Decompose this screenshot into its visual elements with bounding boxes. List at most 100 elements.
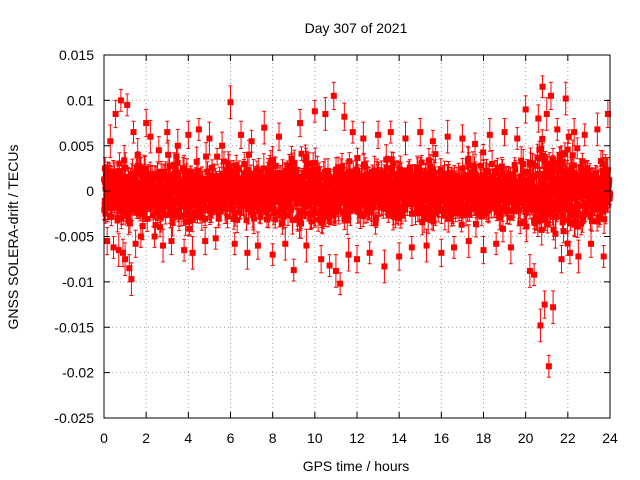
y-tick-label: 0.015 <box>59 47 94 63</box>
data-point <box>189 236 196 270</box>
data-point <box>282 226 289 261</box>
data-point <box>155 136 162 165</box>
data-point <box>160 228 167 263</box>
data-point <box>345 237 352 272</box>
data-point <box>168 226 175 256</box>
x-tick-label: 6 <box>227 430 235 446</box>
x-tick-label: 2 <box>142 430 150 446</box>
data-point <box>459 124 466 153</box>
data-point <box>185 120 192 149</box>
data-point <box>164 120 171 144</box>
data-point <box>600 245 607 268</box>
data-point <box>480 236 487 265</box>
data-point <box>341 102 348 131</box>
x-tick-label: 8 <box>269 430 277 446</box>
data-point <box>594 112 601 147</box>
data-point <box>550 290 557 325</box>
data-point <box>124 93 131 117</box>
y-tick-label: 0.005 <box>59 138 94 154</box>
x-tick-label: 18 <box>476 430 492 446</box>
data-point <box>537 308 544 343</box>
data-point <box>543 97 550 131</box>
data-point <box>349 120 356 144</box>
data-point <box>444 119 451 154</box>
data-point <box>202 226 209 256</box>
data-point <box>450 236 457 259</box>
data-point <box>554 118 561 141</box>
data-point <box>354 245 360 274</box>
data-point <box>539 75 546 99</box>
data-point <box>132 229 139 258</box>
grid-lines <box>104 55 610 418</box>
data-point <box>322 97 329 131</box>
data-point <box>381 249 388 284</box>
data-point <box>522 95 529 124</box>
data-point <box>151 225 158 248</box>
data-point <box>227 85 234 120</box>
data-point <box>565 129 572 144</box>
data-point <box>588 229 595 258</box>
data-point <box>104 226 111 256</box>
data-point <box>535 104 542 133</box>
data-point <box>337 272 344 296</box>
data-point <box>261 110 268 145</box>
data-point <box>303 228 310 263</box>
data-point <box>143 108 150 138</box>
x-tick-label: 20 <box>518 430 534 446</box>
data-point <box>202 211 209 227</box>
data-point <box>575 239 582 274</box>
y-tick-label: 0 <box>86 183 94 199</box>
data-point <box>244 236 251 270</box>
data-point <box>438 238 445 267</box>
x-tick-label: 12 <box>349 430 365 446</box>
data-point <box>558 245 565 274</box>
data-point <box>507 230 514 265</box>
data-point <box>541 290 548 319</box>
x-tick-label: 0 <box>100 430 108 446</box>
y-tick-label: -0.005 <box>54 229 94 245</box>
x-tick-label: 16 <box>434 430 450 446</box>
data-point <box>212 226 219 250</box>
data-point <box>318 245 325 274</box>
data-point <box>269 243 276 267</box>
data-point <box>360 121 367 156</box>
data-point <box>117 88 124 112</box>
x-axis-label: GPS time / hours <box>303 458 410 474</box>
data-point <box>501 118 508 147</box>
data-point <box>297 108 304 138</box>
data-point <box>206 121 213 156</box>
x-tick-label: 4 <box>184 430 192 446</box>
data-point <box>408 236 415 259</box>
data-point <box>417 118 424 147</box>
data-point <box>375 120 382 149</box>
x-axis-ticks: 0 2 4 6 8 10 12 14 16 18 20 22 24 <box>100 55 618 446</box>
y-tick-label: 0.01 <box>67 92 94 108</box>
y-tick-label: -0.02 <box>62 365 94 381</box>
data-point <box>486 118 493 152</box>
data-point <box>396 242 403 271</box>
data-point <box>581 123 588 147</box>
data-point <box>366 241 373 265</box>
y-axis-label: GNSS SOLERA-drift / TECUs <box>5 145 21 330</box>
y-tick-label: -0.025 <box>54 410 94 426</box>
data-point <box>465 224 472 258</box>
chart-title: Day 307 of 2021 <box>305 20 408 36</box>
data-point <box>112 99 119 129</box>
data-point <box>110 236 117 259</box>
data-point <box>311 99 318 123</box>
data-point <box>290 258 297 282</box>
x-tick-label: 10 <box>307 430 323 446</box>
y-tick-label: -0.015 <box>54 319 94 335</box>
data-point <box>326 254 333 277</box>
data-series <box>101 75 613 378</box>
y-tick-label: -0.01 <box>62 274 94 290</box>
data-point <box>493 232 500 256</box>
data-point <box>526 254 533 288</box>
data-point <box>195 118 202 141</box>
data-point <box>387 120 394 144</box>
data-point <box>545 354 552 378</box>
data-point <box>402 121 409 156</box>
data-point <box>126 213 133 233</box>
data-point <box>181 238 188 262</box>
